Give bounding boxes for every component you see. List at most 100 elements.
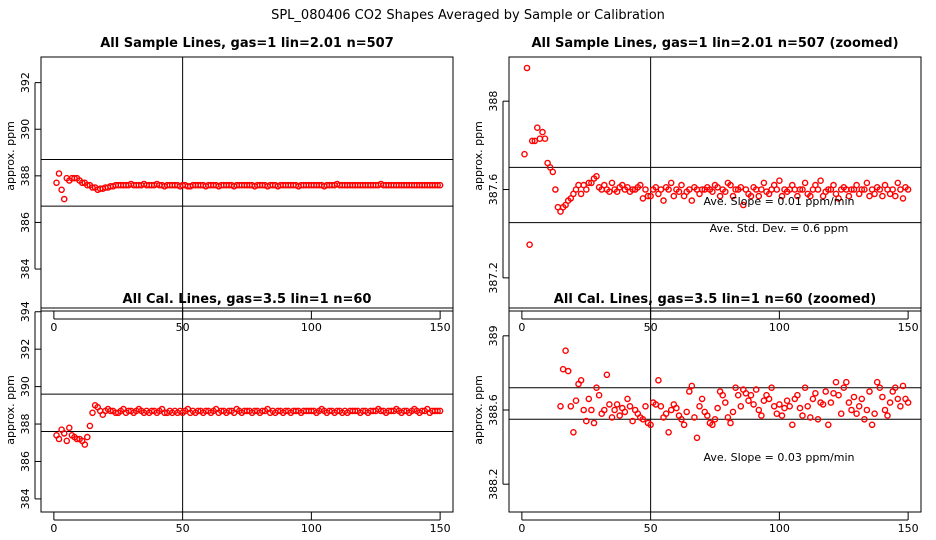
x-tick-label: 150 — [430, 522, 451, 535]
data-point — [613, 401, 621, 408]
data-point — [796, 404, 804, 412]
slope-annotation: Ave. Slope = 0.01 ppm/min — [704, 195, 855, 208]
data-point — [737, 183, 745, 191]
data-point — [848, 186, 855, 193]
data-point — [606, 401, 613, 408]
data-point — [845, 192, 853, 200]
panel-title: All Cal. Lines, gas=3.5 lin=1 n=60 (zoom… — [554, 292, 876, 307]
data-point — [729, 192, 737, 200]
data-point — [776, 401, 783, 408]
data-point — [585, 179, 593, 187]
x-tick-label: 100 — [301, 522, 322, 535]
panel-cal-lines: All Cal. Lines, gas=3.5 lin=1 n=60 appro… — [4, 292, 454, 535]
data-point — [819, 401, 827, 408]
data-point — [719, 391, 727, 399]
data-point — [89, 184, 96, 191]
data-point — [812, 389, 819, 397]
data-point — [889, 186, 897, 193]
data-point — [557, 402, 564, 410]
data-point — [673, 404, 680, 412]
data-point — [807, 414, 814, 421]
data-point — [58, 186, 65, 194]
data-point — [750, 401, 757, 408]
data-point — [670, 192, 678, 200]
data-point — [732, 186, 739, 193]
data-point — [539, 128, 546, 136]
x-tick-label: 50 — [176, 522, 190, 535]
data-point — [60, 195, 68, 203]
data-point — [688, 382, 696, 390]
data-point — [732, 384, 739, 392]
figure-title: SPL_080406 CO2 Shapes Averaged by Sample… — [271, 8, 665, 23]
data-point — [758, 186, 765, 193]
data-point — [855, 402, 863, 410]
data-point — [709, 188, 716, 195]
x-tick-label: 0 — [518, 522, 525, 535]
plot-frame — [40, 56, 454, 312]
data-point — [886, 399, 894, 406]
data-point — [521, 150, 528, 158]
data-point — [436, 181, 444, 189]
data-point — [876, 186, 884, 193]
data-point — [585, 395, 593, 403]
data-point — [814, 186, 822, 193]
data-point — [608, 414, 616, 421]
data-point — [755, 406, 763, 414]
data-point — [760, 179, 768, 187]
x-tick-label: 0 — [50, 522, 57, 535]
data-point — [835, 195, 842, 202]
data-point — [897, 186, 904, 193]
panel-title: All Sample Lines, gas=1 lin=2.01 n=507 — [100, 36, 394, 51]
y-tick-label: 394 — [19, 301, 32, 322]
data-point — [675, 188, 683, 195]
data-point — [660, 197, 667, 204]
data-point — [873, 378, 881, 386]
data-point — [616, 412, 624, 419]
y-tick-label: 386 — [19, 451, 32, 472]
data-point — [904, 399, 912, 406]
panel-title: All Cal. Lines, gas=3.5 lin=1 n=60 — [123, 292, 372, 307]
data-point — [577, 376, 585, 384]
data-point — [665, 186, 672, 193]
data-point — [853, 410, 860, 418]
data-point — [853, 181, 860, 189]
data-point — [84, 181, 91, 189]
data-point — [899, 382, 907, 390]
data-point — [647, 192, 654, 200]
y-tick-label: 392 — [19, 339, 32, 360]
data-point — [541, 135, 549, 142]
data-point — [801, 179, 809, 187]
data-point — [55, 435, 63, 443]
y-tick-label: 387.6 — [487, 174, 500, 206]
data-point — [861, 186, 868, 193]
data-point — [686, 186, 693, 193]
data-point — [737, 402, 745, 410]
y-axis-label: approx. ppm — [4, 121, 17, 191]
data-point — [879, 393, 886, 401]
x-tick-label: 50 — [644, 522, 658, 535]
data-point — [642, 186, 649, 193]
data-point — [794, 192, 801, 200]
y-tick-label: 390 — [19, 119, 32, 140]
data-point — [863, 406, 871, 414]
data-point — [680, 421, 688, 429]
data-point — [804, 402, 812, 410]
data-point — [773, 186, 781, 193]
data-point — [626, 402, 634, 410]
data-point — [727, 181, 734, 189]
data-point — [850, 393, 858, 401]
data-point — [647, 421, 654, 429]
data-point — [801, 384, 809, 392]
data-point — [657, 186, 665, 193]
data-point — [688, 197, 696, 204]
y-tick-label: 388.2 — [487, 468, 500, 500]
y-tick-label: 387.2 — [487, 262, 500, 294]
x-tick-label: 150 — [430, 321, 451, 334]
data-point — [825, 186, 832, 193]
data-point — [642, 402, 649, 410]
data-point — [564, 367, 572, 375]
data-point — [691, 414, 698, 421]
